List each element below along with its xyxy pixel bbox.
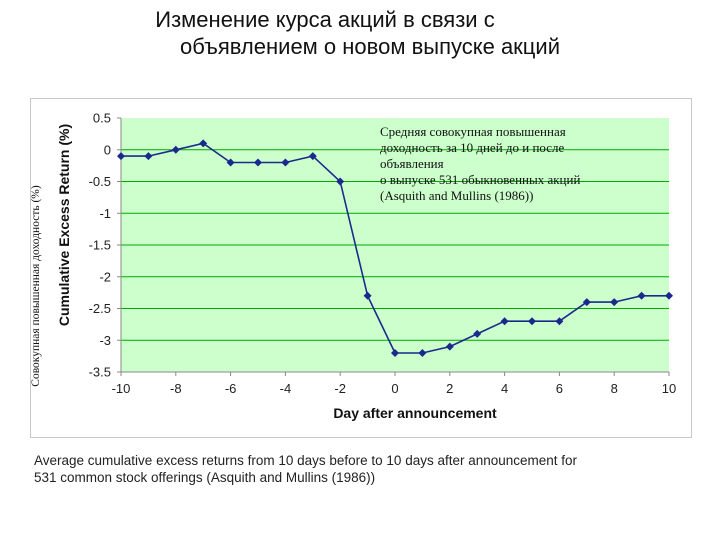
y-tick-label: -3 bbox=[99, 333, 111, 348]
x-tick-label: 4 bbox=[501, 381, 508, 396]
chart-canvas: 0.5 0 -0.5 -1 -1.5 -2 -2.5 -3 -3.5-10 -8 -6 -4 -2 0 2 4… bbox=[56, 111, 677, 422]
data-point-marker bbox=[582, 298, 591, 307]
series-layer bbox=[117, 139, 673, 357]
data-point-marker bbox=[473, 329, 482, 338]
annotation-line: объявления bbox=[380, 156, 444, 171]
x-tick-label: 2 bbox=[446, 381, 453, 396]
x-tick-label: -8 bbox=[170, 381, 182, 396]
data-point-marker bbox=[418, 348, 427, 357]
caption-line-2: 531 common stock offerings (Asquith and … bbox=[34, 470, 376, 485]
data-point-marker bbox=[528, 317, 536, 326]
x-tick-label: 8 bbox=[611, 381, 618, 396]
x-tick-label: -4 bbox=[280, 381, 292, 396]
chart-annotation: Средняя совокупная повышенная доходность… bbox=[380, 124, 670, 204]
data-point-marker bbox=[610, 298, 619, 307]
ru-y-axis-title: Совокупная повышенная доходность (%) bbox=[30, 185, 42, 387]
data-point-marker bbox=[281, 158, 290, 167]
annotation-line: (Asquith and Mullins (1986)) bbox=[380, 188, 534, 203]
data-point-marker bbox=[336, 177, 345, 186]
data-point-marker bbox=[637, 291, 646, 300]
slide-title-line-2: объявлением о новом выпуске акций bbox=[179, 34, 560, 59]
x-axis-title: Day after announcement bbox=[333, 405, 497, 421]
caption-line-1: Average cumulative excess returns from 1… bbox=[34, 453, 578, 468]
data-point-marker bbox=[171, 145, 180, 154]
annotation-line: о выпуске 531 обыкновенных акций bbox=[380, 172, 581, 187]
y-tick-label: -2.5 bbox=[89, 301, 111, 316]
slide-title-line-1: Изменение курса акций в связи с bbox=[155, 7, 495, 32]
y-tick-label: -1 bbox=[99, 206, 111, 221]
data-point-marker bbox=[117, 152, 125, 161]
data-point-marker bbox=[445, 342, 454, 351]
data-point-marker bbox=[363, 291, 372, 300]
x-tick-label: 10 bbox=[662, 381, 676, 396]
data-point-marker bbox=[308, 152, 317, 161]
data-point-marker bbox=[254, 158, 262, 167]
y-axis-title: Cumulative Excess Return (%) bbox=[56, 124, 72, 326]
data-point-marker bbox=[500, 317, 509, 326]
y-tick-label: 0.5 bbox=[93, 111, 111, 126]
y-tick-label: -1.5 bbox=[89, 238, 111, 253]
data-point-marker bbox=[199, 139, 208, 148]
data-point-marker bbox=[391, 348, 399, 357]
data-point-marker bbox=[665, 291, 673, 300]
x-tick-label: -10 bbox=[112, 381, 131, 396]
x-tick-label: 6 bbox=[556, 381, 563, 396]
y-tick-label: -3.5 bbox=[89, 365, 111, 380]
y-tick-label: -2 bbox=[99, 269, 111, 284]
slide-title: Изменение курса акций в связи с объявлен… bbox=[0, 6, 720, 60]
chart-caption: Average cumulative excess returns from 1… bbox=[34, 452, 694, 486]
x-tick-label: 0 bbox=[391, 381, 398, 396]
x-tick-label: -2 bbox=[334, 381, 346, 396]
annotation-line: доходность за 10 дней до и после bbox=[380, 140, 565, 155]
axes bbox=[117, 117, 670, 376]
data-point-marker bbox=[555, 317, 564, 326]
y-tick-label: -0.5 bbox=[89, 174, 111, 189]
data-point-marker bbox=[144, 152, 153, 161]
y-tick-label: 0 bbox=[104, 142, 111, 157]
data-point-marker bbox=[226, 158, 235, 167]
tick-labels: 0.5 0 -0.5 -1 -1.5 -2 -2.5 -3 -3.5-10 -8 -6 -4 -2 0 2 4… bbox=[89, 111, 677, 397]
chart-frame: 0.5 0 -0.5 -1 -1.5 -2 -2.5 -3 -3.5 -10 -8 -6 -4 -2 0 2 4… bbox=[30, 98, 692, 438]
x-tick-label: -6 bbox=[225, 381, 237, 396]
annotation-line: Средняя совокупная повышенная bbox=[380, 124, 566, 139]
